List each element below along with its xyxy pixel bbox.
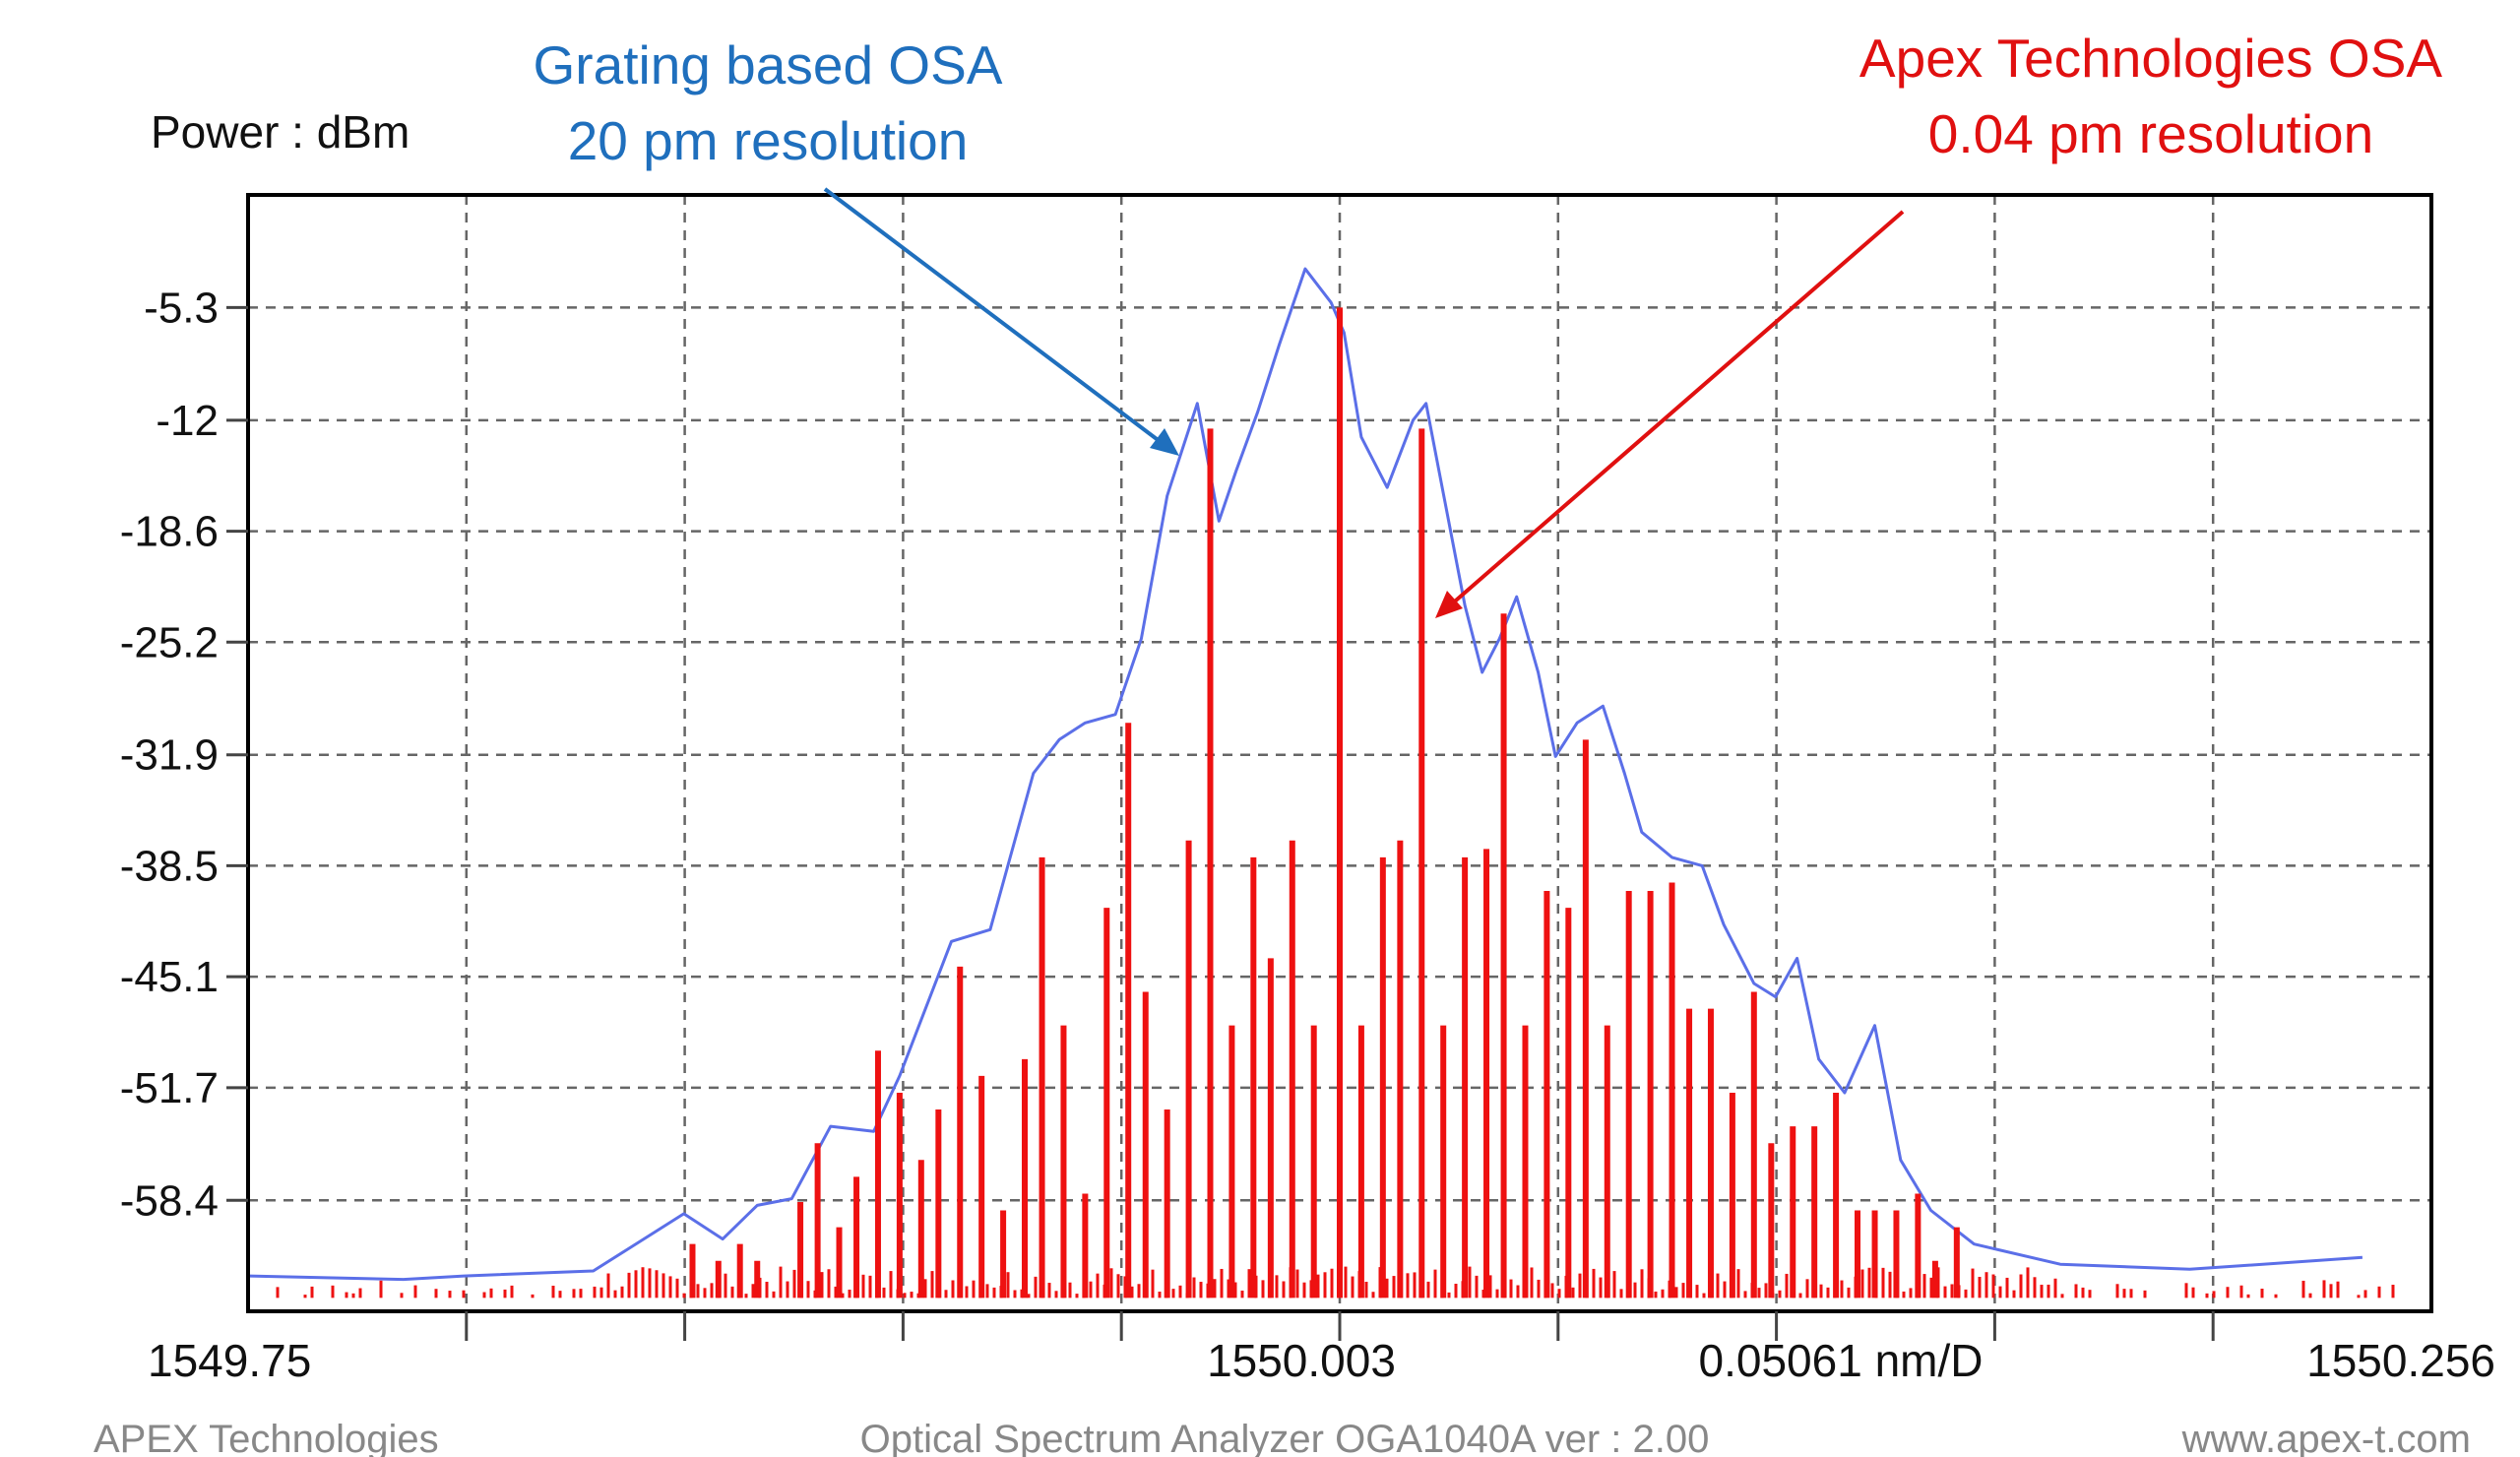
y-tick-label: -45.1 (120, 953, 219, 1001)
y-tick-label: -18.6 (120, 508, 219, 556)
x-label-center: 1550.003 (1207, 1335, 1396, 1386)
x-label-end: 1550.256 (2306, 1335, 2495, 1386)
y-tick-label: -5.3 (144, 284, 219, 332)
apex-osa-series (276, 307, 2395, 1299)
y-tick-label: -31.9 (120, 731, 219, 780)
grating-annotation-line2: 20 pm resolution (568, 110, 969, 171)
footer-right: www.apex-t.com (2181, 1418, 2471, 1457)
y-axis-label: Power : dBm (151, 106, 410, 158)
apex-annotation-line2: 0.04 pm resolution (1928, 103, 2374, 164)
apex-annotation-arrow (1435, 210, 1905, 618)
grating-osa-series (247, 267, 2363, 1282)
x-axis-tick-marks (465, 1311, 2215, 1341)
y-axis-ticks: -5.3 -12 -18.6 -25.2 -31.9 -38.5 -45.1 -51.7 -58… (120, 284, 248, 1225)
y-tick-label: -12 (156, 397, 219, 445)
grating-annotation-line1: Grating based OSA (534, 34, 1003, 95)
y-tick-label: -58.4 (120, 1176, 219, 1225)
y-tick-label: -38.5 (120, 842, 219, 890)
x-label-span: 0.05061 nm/D (1699, 1335, 1984, 1386)
grating-annotation-arrow (823, 187, 1179, 456)
y-tick-label: -25.2 (120, 618, 219, 666)
y-tick-label: -51.7 (120, 1064, 219, 1112)
footer-left: APEX Technologies (94, 1418, 439, 1457)
apex-annotation-line1: Apex Technologies OSA (1859, 28, 2442, 89)
footer-center: Optical Spectrum Analyzer OGA1040A ver :… (860, 1418, 1710, 1457)
grating-osa-trace (247, 267, 2363, 1282)
x-label-start: 1549.75 (148, 1335, 311, 1386)
